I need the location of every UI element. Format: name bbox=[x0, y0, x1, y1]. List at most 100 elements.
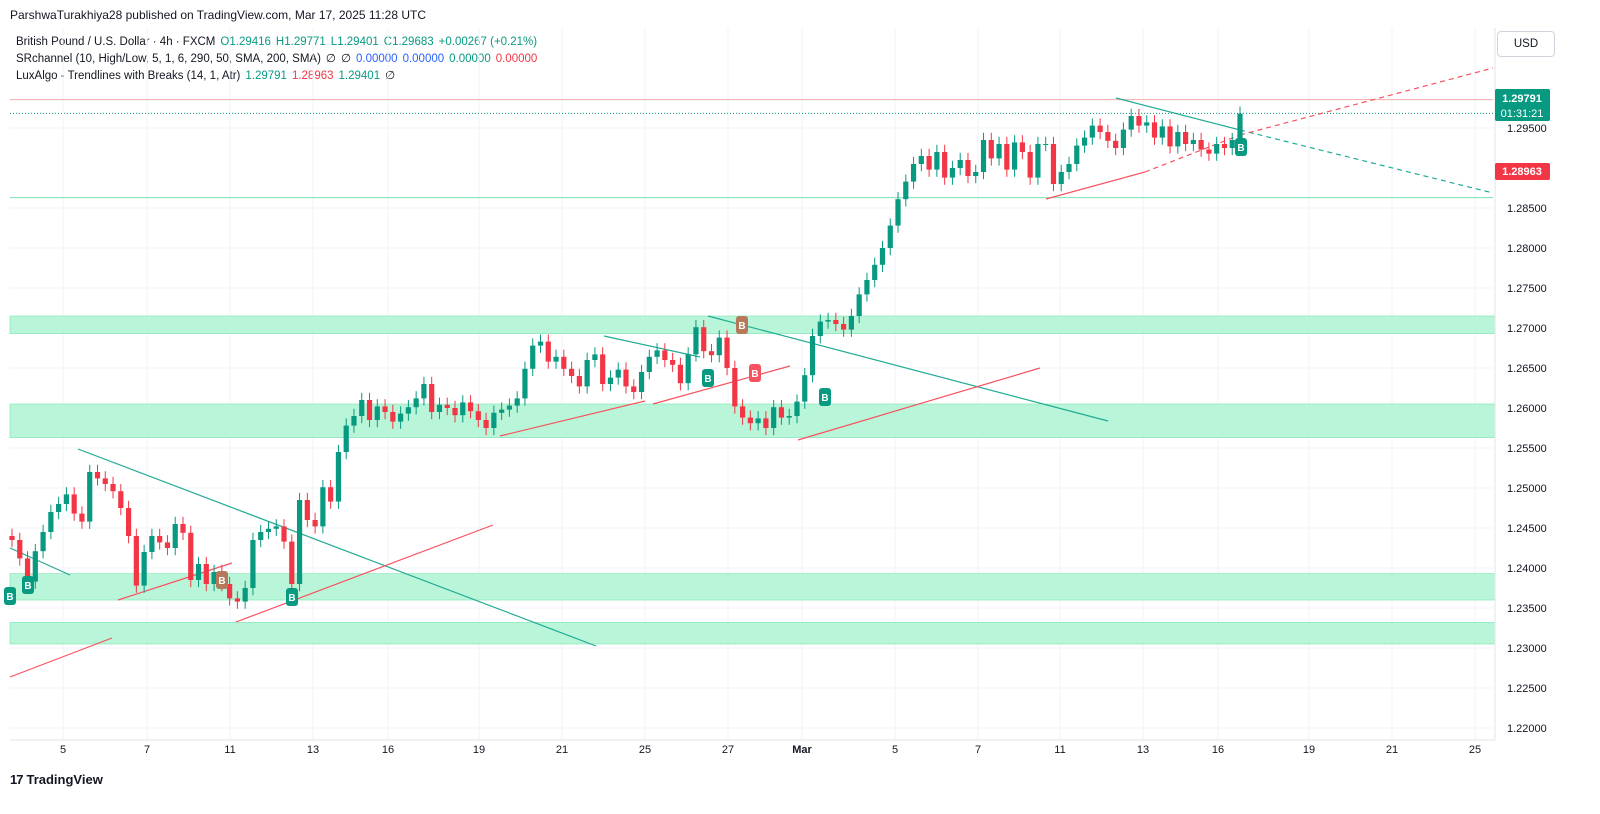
legend-row-symbol[interactable]: British Pound / U.S. Dollar · 4h · FXCM O… bbox=[16, 34, 542, 51]
candle-body bbox=[895, 199, 901, 226]
candle-body bbox=[258, 532, 264, 540]
candle-body bbox=[708, 351, 715, 356]
candle-body bbox=[856, 294, 862, 316]
candle-body bbox=[1105, 132, 1111, 141]
candle-body bbox=[110, 484, 116, 492]
candle-body bbox=[670, 360, 676, 365]
trendline bbox=[1239, 67, 1494, 136]
candle-body bbox=[460, 402, 466, 416]
luxalgo-val-1: 1.29791 bbox=[245, 70, 287, 82]
footer-brand-text: TradingView bbox=[26, 772, 103, 787]
y-tick-label: 1.26500 bbox=[1507, 363, 1547, 375]
srchannel-val-4: 0.00000 bbox=[402, 53, 445, 65]
candle-body bbox=[1120, 129, 1127, 148]
srchannel-val-5: 0.00000 bbox=[449, 53, 491, 65]
break-marker-label: B bbox=[218, 576, 225, 587]
low-value: L1.29401 bbox=[330, 36, 379, 48]
candle-body bbox=[24, 558, 31, 582]
candle-body bbox=[600, 354, 606, 384]
currency-button[interactable]: USD bbox=[1497, 31, 1555, 57]
candle-body bbox=[771, 407, 777, 428]
candle-body bbox=[133, 536, 139, 586]
srchannel-val-3: 0.00000 bbox=[355, 53, 398, 65]
candle-body bbox=[359, 400, 365, 416]
candle-body bbox=[499, 409, 505, 413]
candle-body bbox=[48, 512, 54, 532]
sr-zone bbox=[9, 573, 1496, 601]
candle-body bbox=[514, 398, 520, 406]
candle-body bbox=[219, 572, 225, 584]
candle-body bbox=[32, 551, 38, 582]
candle-body bbox=[949, 168, 956, 178]
x-tick-label: 27 bbox=[722, 744, 734, 756]
candle-body bbox=[328, 487, 334, 502]
candle-body bbox=[118, 491, 124, 508]
break-marker-badge bbox=[286, 588, 298, 606]
candle-body bbox=[483, 420, 489, 428]
candle-body bbox=[1190, 140, 1196, 144]
candle-body bbox=[102, 478, 108, 484]
luxalgo-val-4: ∅ bbox=[385, 70, 396, 82]
y-tick-label: 1.24000 bbox=[1507, 563, 1547, 575]
candle-body bbox=[79, 513, 85, 522]
candle-body bbox=[841, 324, 847, 330]
break-marker-label: B bbox=[6, 592, 13, 603]
y-tick-label: 1.22000 bbox=[1507, 723, 1547, 735]
candle-body bbox=[1081, 137, 1088, 146]
candle-body bbox=[1144, 122, 1150, 126]
candle-body bbox=[1128, 116, 1134, 130]
candle-body bbox=[343, 425, 349, 452]
candle-body bbox=[739, 406, 746, 418]
chart-legend: British Pound / U.S. Dollar · 4h · FXCM O… bbox=[16, 34, 542, 85]
candle-body bbox=[390, 412, 396, 422]
candle-body bbox=[374, 406, 380, 420]
sr-zone bbox=[9, 315, 1496, 334]
footer-brand[interactable]: 17 TradingView bbox=[10, 772, 103, 787]
x-tick-label: 11 bbox=[1054, 744, 1065, 756]
candle-body bbox=[638, 372, 645, 392]
candle-body bbox=[677, 364, 684, 384]
candle-body bbox=[934, 152, 940, 170]
trendline bbox=[77, 448, 597, 647]
break-marker-badge bbox=[22, 576, 34, 594]
candle-body bbox=[693, 327, 699, 355]
x-tick-label: 5 bbox=[892, 744, 898, 756]
candle-body bbox=[615, 369, 621, 378]
legend-row-srchannel[interactable]: SRchannel (10, High/Low, 5, 1, 6, 290, 5… bbox=[16, 51, 542, 68]
candle-body bbox=[452, 408, 458, 416]
y-tick-label: 1.28500 bbox=[1507, 203, 1547, 215]
time-axis: 5 7 11 13 16 19 21 25 27 Mar 5 7 11 13 16 19 21 25 bbox=[10, 739, 1495, 756]
candle-body bbox=[755, 418, 761, 424]
candle-body bbox=[763, 418, 769, 428]
countdown-label: 01:31:21 bbox=[1501, 108, 1544, 120]
y-tick-label: 1.25000 bbox=[1507, 483, 1547, 495]
grid bbox=[10, 28, 1493, 740]
candle-body bbox=[568, 368, 575, 376]
break-marker-label: B bbox=[738, 321, 745, 332]
y-tick-label: 1.27000 bbox=[1507, 323, 1547, 335]
candle-body bbox=[965, 160, 971, 176]
change-value: +0.00267 (+0.21%) bbox=[438, 36, 538, 48]
candle-body bbox=[1167, 126, 1173, 147]
candle-body bbox=[809, 336, 816, 376]
candle-body bbox=[631, 386, 637, 392]
candle-body bbox=[195, 564, 202, 580]
candle-body bbox=[227, 584, 233, 599]
x-tick-label: 16 bbox=[382, 744, 394, 756]
candle-body bbox=[584, 360, 590, 387]
candle-body bbox=[265, 528, 272, 532]
candle-body bbox=[273, 526, 279, 529]
candle-body bbox=[335, 452, 342, 502]
legend-row-luxalgo[interactable]: LuxAlgo - Trendlines with Breaks (14, 1,… bbox=[16, 68, 542, 85]
x-tick-label: 19 bbox=[1303, 744, 1315, 756]
close-value: C1.29683 bbox=[383, 36, 434, 48]
publisher-line: ParshwaTurakhiya28 published on TradingV… bbox=[10, 8, 427, 22]
candle-body bbox=[996, 144, 1002, 159]
candle-body bbox=[848, 316, 854, 330]
candle-body bbox=[910, 164, 917, 182]
x-tick-label: 21 bbox=[556, 744, 568, 756]
candle-body bbox=[973, 172, 979, 176]
x-tick-label: 7 bbox=[975, 744, 981, 756]
candle-body bbox=[1012, 142, 1018, 170]
